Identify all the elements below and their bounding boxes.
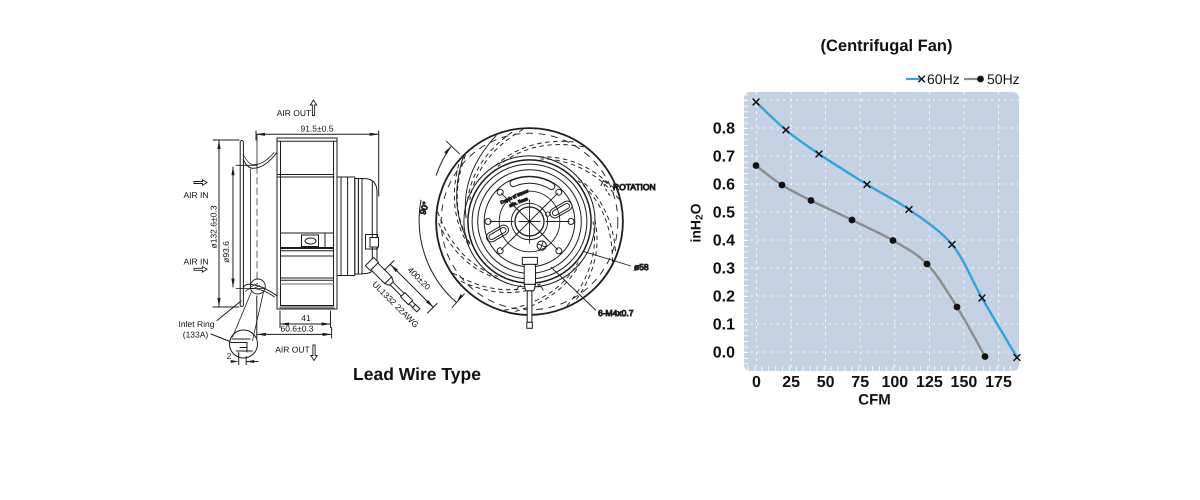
- svg-text:0.0: 0.0: [713, 345, 735, 362]
- svg-text:CFM: CFM: [858, 392, 891, 409]
- svg-text:AIR IN: AIR IN: [183, 190, 208, 200]
- svg-text:0.1: 0.1: [713, 317, 735, 334]
- svg-text:ROTATION: ROTATION: [613, 182, 656, 192]
- svg-text:Lead Wire Type: Lead Wire Type: [353, 364, 481, 384]
- svg-text:0.4: 0.4: [713, 233, 735, 250]
- svg-text:2: 2: [227, 351, 232, 361]
- svg-text:inH2O: inH2O: [688, 203, 706, 242]
- svg-text:0.6: 0.6: [713, 177, 735, 194]
- svg-text:(133A): (133A): [183, 330, 209, 340]
- svg-text:AIR OUT: AIR OUT: [275, 345, 309, 355]
- svg-text:50Hz: 50Hz: [987, 71, 1020, 87]
- svg-text:0.2: 0.2: [713, 289, 735, 306]
- svg-text:0.5: 0.5: [713, 205, 735, 222]
- svg-text:Inlet Ring: Inlet Ring: [179, 319, 215, 329]
- svg-text:ø132.6±0.3: ø132.6±0.3: [209, 205, 219, 248]
- svg-text:0.8: 0.8: [713, 121, 735, 138]
- svg-text:60.6±0.3: 60.6±0.3: [280, 324, 313, 334]
- svg-text:AIR OUT: AIR OUT: [277, 108, 311, 118]
- svg-text:(Centrifugal Fan): (Centrifugal Fan): [821, 37, 953, 55]
- svg-text:25: 25: [782, 374, 800, 391]
- svg-text:ø93.6: ø93.6: [221, 241, 231, 263]
- svg-text:400±20: 400±20: [406, 265, 433, 292]
- svg-text:91.5±0.5: 91.5±0.5: [300, 124, 333, 134]
- svg-text:6-M4x0.7: 6-M4x0.7: [598, 308, 634, 318]
- svg-text:0.7: 0.7: [713, 149, 735, 166]
- svg-text:75: 75: [851, 374, 869, 391]
- svg-text:AIR IN: AIR IN: [183, 257, 208, 267]
- svg-text:50: 50: [817, 374, 835, 391]
- svg-text:ø58: ø58: [634, 262, 649, 272]
- svg-text:125: 125: [916, 374, 943, 391]
- svg-text:60Hz: 60Hz: [927, 71, 960, 87]
- svg-text:100: 100: [881, 374, 908, 391]
- svg-text:0.3: 0.3: [713, 261, 735, 278]
- svg-text:0: 0: [752, 374, 761, 391]
- svg-text:175: 175: [985, 374, 1012, 391]
- svg-text:150: 150: [951, 374, 978, 391]
- svg-text:90°: 90°: [417, 200, 430, 215]
- svg-text:41: 41: [301, 313, 311, 323]
